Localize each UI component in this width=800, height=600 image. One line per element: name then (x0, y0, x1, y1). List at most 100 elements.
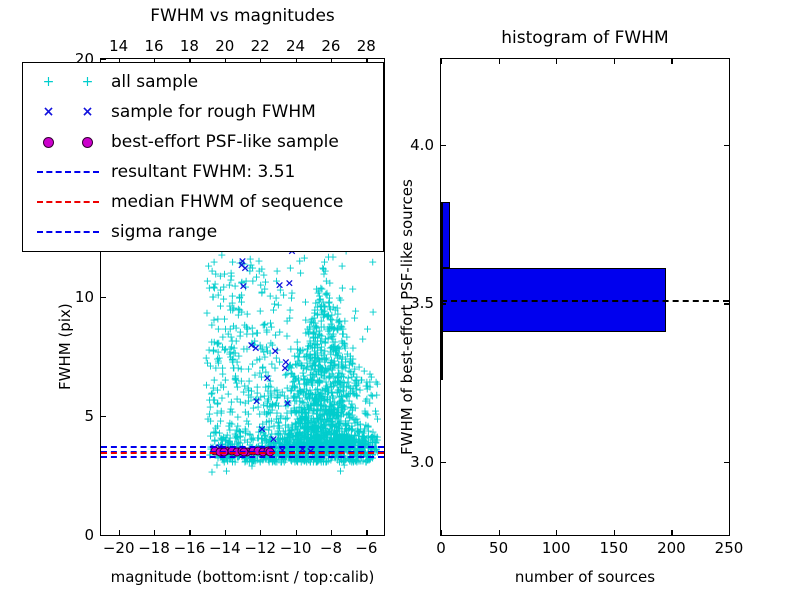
scatter-point-all-sample: + (305, 431, 316, 445)
scatter-point-all-sample: + (336, 401, 346, 415)
scatter-point-all-sample: + (319, 371, 329, 385)
scatter-point-all-sample: + (333, 417, 343, 431)
scatter-point-all-sample: + (325, 417, 335, 431)
scatter-point-all-sample: + (331, 344, 342, 358)
scatter-point-all-sample: + (319, 299, 329, 313)
scatter-point-all-sample: + (325, 399, 335, 413)
scatter-point-all-sample: + (292, 387, 302, 401)
scatter-point-all-sample: + (307, 312, 317, 326)
scatter-point-all-sample: + (289, 374, 299, 388)
hist-x-tick-label: 250 (714, 539, 744, 557)
scatter-point-all-sample: + (300, 407, 310, 421)
scatter-point-all-sample: + (330, 395, 340, 409)
scatter-point-all-sample: + (301, 350, 311, 364)
scatter-point-all-sample: + (280, 427, 290, 441)
x-tick-label-bottom: −20 (102, 539, 135, 557)
scatter-point-all-sample: + (231, 373, 241, 387)
cross-icon: × (42, 104, 55, 120)
scatter-point-all-sample: + (319, 392, 330, 406)
scatter-point-all-sample: + (231, 429, 241, 443)
scatter-point-all-sample: + (271, 412, 281, 426)
scatter-point-all-sample: + (216, 378, 226, 392)
scatter-point-all-sample: + (303, 419, 313, 433)
scatter-point-all-sample: + (261, 434, 272, 448)
scatter-point-all-sample: + (310, 415, 320, 429)
scatter-point-all-sample: + (288, 429, 298, 443)
scatter-point-all-sample: + (275, 283, 285, 297)
scatter-point-all-sample: + (216, 406, 226, 420)
scatter-point-all-sample: + (255, 455, 265, 469)
scatter-point-all-sample: + (300, 413, 310, 427)
scatter-point-all-sample: + (315, 355, 325, 369)
scatter-point-all-sample: + (347, 434, 357, 448)
scatter-point-all-sample: + (285, 427, 295, 441)
scatter-point-all-sample: + (290, 405, 300, 419)
scatter-point-all-sample: + (286, 361, 296, 375)
scatter-point-all-sample: + (323, 393, 333, 407)
scatter-point-all-sample: + (211, 361, 221, 375)
scatter-point-all-sample: + (212, 406, 222, 420)
scatter-point-all-sample: + (218, 330, 228, 344)
hist-x-tick (498, 530, 500, 535)
scatter-point-all-sample: + (333, 361, 343, 375)
scatter-point-all-sample: + (338, 384, 348, 398)
scatter-point-all-sample: + (367, 433, 378, 447)
scatter-point-all-sample: + (252, 380, 262, 394)
scatter-point-all-sample: + (365, 452, 375, 466)
scatter-point-all-sample: + (216, 404, 226, 417)
x-tick-label-bottom: −16 (173, 539, 206, 557)
scatter-point-all-sample: + (333, 433, 343, 447)
scatter-point-all-sample: + (242, 414, 252, 428)
scatter-point-all-sample: + (317, 334, 327, 348)
scatter-point-all-sample: + (347, 422, 357, 436)
scatter-point-all-sample: + (256, 390, 266, 404)
scatter-point-all-sample: + (326, 399, 336, 413)
scatter-point-all-sample: + (339, 384, 349, 398)
scatter-point-all-sample: + (282, 329, 292, 343)
scatter-point-all-sample: + (299, 413, 310, 427)
scatter-point-all-sample: + (315, 427, 325, 441)
scatter-point-all-sample: + (341, 427, 352, 441)
scatter-point-all-sample: + (329, 420, 340, 434)
scatter-point-all-sample: + (212, 397, 222, 411)
scatter-point-all-sample: + (227, 417, 237, 431)
scatter-point-all-sample: + (326, 419, 337, 433)
scatter-point-all-sample: + (291, 428, 301, 442)
scatter-point-all-sample: + (223, 387, 233, 401)
scatter-point-all-sample: + (246, 258, 256, 272)
scatter-point-all-sample: + (290, 438, 300, 452)
scatter-point-all-sample: + (221, 434, 231, 448)
scatter-point-all-sample: + (273, 428, 283, 442)
scatter-point-all-sample: + (308, 406, 318, 420)
scatter-point-all-sample: + (316, 390, 326, 404)
scatter-point-all-sample: + (313, 427, 323, 441)
scatter-point-all-sample: + (281, 399, 291, 413)
scatter-point-all-sample: + (329, 354, 339, 368)
scatter-point-all-sample: + (303, 387, 314, 401)
scatter-point-all-sample: + (310, 432, 320, 446)
scatter-point-all-sample: + (294, 377, 305, 391)
scatter-point-all-sample: + (275, 427, 285, 441)
scatter-point-all-sample: + (327, 438, 338, 452)
scatter-point-all-sample: + (214, 426, 225, 440)
scatter-point-all-sample: + (309, 424, 319, 437)
scatter-point-all-sample: + (316, 343, 326, 357)
scatter-point-all-sample: + (309, 430, 319, 444)
scatter-point-all-sample: + (306, 363, 316, 377)
scatter-point-all-sample: + (217, 433, 227, 447)
scatter-point-all-sample: + (325, 369, 335, 383)
x-tick-label-top: 26 (321, 37, 341, 55)
scatter-point-all-sample: + (300, 409, 311, 423)
scatter-point-all-sample: + (292, 404, 302, 418)
scatter-point-all-sample: + (224, 434, 234, 448)
scatter-point-all-sample: + (209, 373, 219, 387)
scatter-point-all-sample: + (280, 433, 290, 447)
scatter-point-all-sample: + (299, 402, 310, 416)
scatter-point-all-sample: + (341, 380, 351, 394)
scatter-point-all-sample: + (305, 354, 315, 368)
scatter-point-all-sample: + (301, 376, 312, 390)
scatter-point-all-sample: + (337, 359, 347, 373)
scatter-point-all-sample: + (324, 404, 334, 418)
hist-x-tick-top (441, 59, 443, 64)
scatter-point-all-sample: + (235, 329, 245, 343)
